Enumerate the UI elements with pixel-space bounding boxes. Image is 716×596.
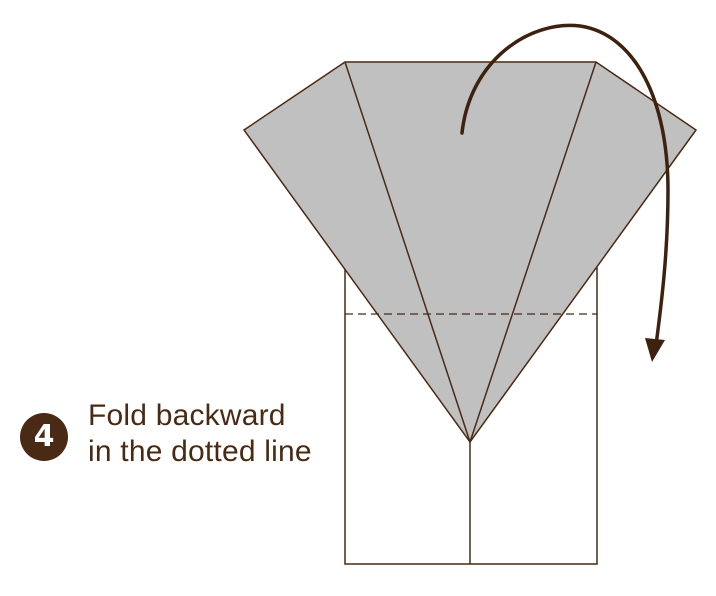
step-instruction: Fold backward in the dotted line: [88, 398, 312, 470]
flap-crease-left: [344, 61, 471, 443]
step-number-badge: 4: [20, 413, 68, 461]
instruction-line-1: Fold backward: [88, 399, 286, 432]
instruction-line-2: in the dotted line: [88, 435, 312, 468]
flap-shape: [242, 61, 698, 444]
curved-arrow-icon: [460, 23, 670, 362]
arrow-curve: [460, 23, 670, 347]
flap-crease-right: [469, 61, 597, 443]
folded-flap: [242, 61, 698, 444]
arrow-head: [645, 338, 665, 362]
